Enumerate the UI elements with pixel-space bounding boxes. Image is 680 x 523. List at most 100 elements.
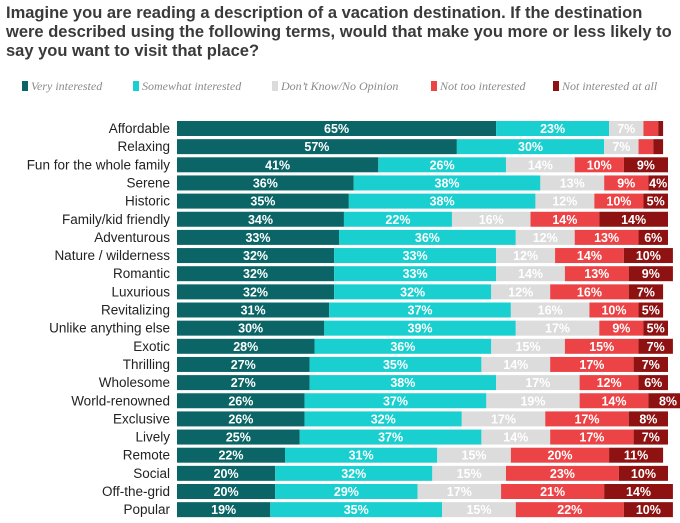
data-label: 32%: [243, 249, 268, 263]
data-label: 17%: [579, 431, 604, 445]
bar-segment-somewhat-interested: [334, 266, 497, 282]
bar-segment-very-interested: [177, 502, 271, 518]
data-label: 28%: [233, 340, 258, 354]
bar-segment-not-too-interested: [550, 356, 634, 372]
bar-segment-don-t-know-no-opinion: [451, 211, 531, 227]
bar-segment-somewhat-interested: [496, 121, 610, 136]
bar-segment-don-t-know-no-opinion: [486, 393, 580, 409]
bar-segment-very-interested: [177, 356, 310, 372]
bar-segment-don-t-know-no-opinion: [496, 248, 556, 264]
data-label: 12%: [508, 285, 533, 299]
bar-segment-not-interested-at-all: [609, 447, 664, 463]
data-label: 14%: [601, 394, 626, 408]
data-label: 19%: [520, 394, 545, 408]
bar-segment-don-t-know-no-opinion: [442, 502, 516, 518]
data-label: 16%: [538, 304, 563, 318]
data-label: 32%: [341, 467, 366, 481]
data-label: 15%: [466, 503, 491, 517]
bar-row-exotic: 28% 36% 15% 15% 7%: [177, 338, 673, 354]
bar-segment-somewhat-interested: [343, 211, 452, 227]
bar-segment-not-interested-at-all: [638, 338, 673, 354]
chart-title: Imagine you are reading a description of…: [6, 4, 672, 60]
data-label: 38%: [435, 176, 460, 190]
bar-segment-not-too-interested: [579, 393, 649, 409]
bar-segment-not-interested-at-all: [633, 356, 668, 372]
bar-segment-not-too-interested: [579, 375, 639, 391]
bar-segment-not-too-interested: [505, 465, 619, 481]
data-label: 5%: [647, 195, 665, 209]
bar-segment-not-too-interested: [594, 193, 644, 209]
bar-segment-don-t-know-no-opinion: [505, 157, 575, 173]
bar-segment-not-interested-at-all: [628, 266, 673, 282]
bar-row-exclusive: 26% 32% 17% 17% 8%: [177, 411, 668, 427]
bar-segment-don-t-know-no-opinion: [461, 411, 546, 427]
data-label: 33%: [403, 249, 428, 263]
category-label-exotic: Exotic: [133, 339, 170, 354]
bar-segment-don-t-know-no-opinion: [491, 338, 565, 354]
data-label: 22%: [557, 503, 582, 517]
data-label: 37%: [408, 304, 433, 318]
category-label-nature-wilderness: Nature / wilderness: [54, 248, 170, 263]
bar-segment-very-interested: [177, 211, 344, 227]
bar-segment-somewhat-interested: [353, 175, 541, 191]
bar-segment-not-too-interested: [564, 266, 629, 282]
bar-segment-don-t-know-no-opinion: [491, 284, 551, 300]
data-label: 10%: [636, 249, 661, 263]
data-label: 31%: [349, 449, 374, 463]
data-label: 65%: [324, 122, 349, 136]
data-label: 35%: [344, 503, 369, 517]
data-label: 35%: [383, 358, 408, 372]
bar-segment-somewhat-interested: [309, 356, 482, 372]
bar-segment-very-interested: [177, 139, 457, 155]
bar-row-luxurious: 32% 32% 12% 16% 7%: [177, 284, 664, 300]
data-label: 9%: [617, 176, 635, 190]
data-label: 22%: [218, 449, 243, 463]
bar-segment-don-t-know-no-opinion: [515, 229, 575, 245]
data-label: 14%: [518, 267, 543, 281]
category-label-world-renowned: World-renowned: [71, 393, 170, 408]
category-label-lively: Lively: [135, 430, 170, 445]
bar-row-romantic: 32% 33% 14% 13% 9%: [177, 266, 673, 282]
bar-segment-not-interested-at-all: [623, 157, 668, 173]
bar-segment-not-interested-at-all: [638, 375, 668, 391]
category-labels: Affordable Relaxing Fun for the whole fami…: [27, 121, 171, 517]
legend-swatch: [272, 81, 278, 91]
data-label: 33%: [245, 231, 270, 245]
category-label-off-the-grid: Off-the-grid: [102, 484, 170, 499]
data-label: 17%: [525, 376, 550, 390]
bar-segment-somewhat-interested: [456, 139, 605, 155]
legend-swatch: [133, 81, 139, 91]
data-label: 13%: [584, 267, 609, 281]
bar-segment-not-interested-at-all: [623, 502, 673, 518]
data-label: 14%: [621, 213, 646, 227]
data-label: 32%: [243, 285, 268, 299]
data-label: 8%: [659, 394, 677, 408]
category-label-adventurous: Adventurous: [94, 230, 170, 245]
bar-segment-not-interested-at-all: [638, 302, 664, 318]
bar-segment-don-t-know-no-opinion: [510, 302, 590, 318]
data-label: 41%: [265, 158, 290, 172]
bar-segment-not-interested-at-all: [633, 429, 668, 445]
bar-row-wholesome: 27% 38% 17% 12% 6%: [177, 375, 668, 391]
bar-segment-not-too-interested: [643, 121, 659, 136]
bar-segment-don-t-know-no-opinion: [481, 429, 551, 445]
data-label: 5%: [647, 322, 665, 336]
data-label: 14%: [528, 158, 553, 172]
data-label: 13%: [560, 176, 585, 190]
category-label-wholesome: Wholesome: [99, 375, 170, 390]
bar-segment-not-too-interested: [555, 248, 624, 264]
legend-label: Somewhat interested: [142, 79, 242, 93]
data-label: 26%: [228, 412, 253, 426]
bar-segment-not-interested-at-all: [643, 193, 668, 209]
data-label: 14%: [503, 358, 528, 372]
data-label: 7%: [642, 358, 660, 372]
bar-segment-not-interested-at-all: [599, 211, 668, 227]
data-label: 15%: [516, 340, 541, 354]
data-label: 10%: [601, 304, 626, 318]
bar-segment-not-interested-at-all: [648, 175, 668, 191]
bar-segment-don-t-know-no-opinion: [515, 320, 600, 336]
bar-row-nature-wilderness: 32% 33% 12% 14% 10%: [177, 248, 673, 264]
bar-segment-somewhat-interested: [348, 193, 536, 209]
bar-segment-very-interested: [177, 465, 276, 481]
